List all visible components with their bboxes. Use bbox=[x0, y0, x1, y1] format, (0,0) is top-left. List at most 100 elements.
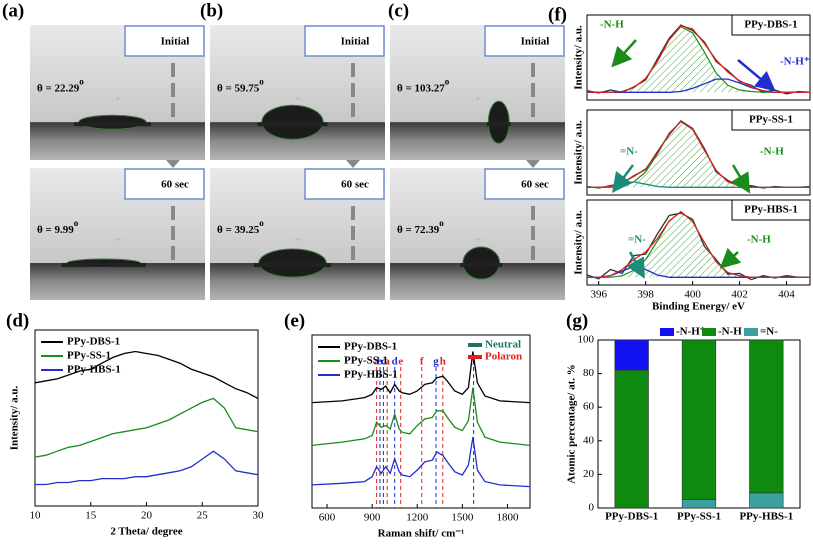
panel-label: (c) bbox=[388, 0, 409, 21]
annotation-arrow bbox=[719, 247, 742, 269]
droplet-base bbox=[486, 122, 511, 127]
series-line bbox=[34, 350, 259, 399]
angle-value: θ = 22.29 bbox=[37, 82, 80, 94]
legend-label: =N- bbox=[760, 326, 778, 338]
substrate bbox=[390, 122, 565, 160]
series-line bbox=[35, 450, 259, 486]
annotation-arrow bbox=[626, 251, 645, 279]
legend-swatch bbox=[468, 355, 482, 359]
x-tick-label: 398 bbox=[637, 289, 654, 301]
legend-label: -N-H⁺ bbox=[676, 326, 706, 338]
y-tick-label: 80 bbox=[583, 367, 595, 379]
peak-label: i bbox=[472, 356, 475, 368]
peak-label: b bbox=[377, 356, 383, 368]
down-arrow bbox=[346, 160, 360, 168]
annotation-arrow bbox=[737, 59, 776, 92]
substrate bbox=[30, 263, 205, 300]
tag: Initial bbox=[161, 36, 190, 48]
y-axis-label: Intensity/ a.u. bbox=[573, 120, 585, 185]
x-axis-label: 2 Theta/ degree bbox=[110, 526, 182, 538]
sample-box bbox=[731, 109, 811, 131]
x-tick-label: 10 bbox=[30, 510, 42, 522]
angle-value: θ = 39.25 bbox=[217, 224, 260, 236]
angle-value: θ = 72.39 bbox=[397, 224, 440, 236]
peak-fill bbox=[587, 211, 810, 278]
angle-value: θ = 59.75 bbox=[217, 82, 260, 94]
legend-swatch bbox=[468, 343, 482, 347]
droplet-base bbox=[257, 122, 328, 127]
x-tick-label: 20 bbox=[141, 510, 153, 522]
x-tick-label: 900 bbox=[364, 512, 381, 524]
peak-label: e bbox=[398, 356, 403, 368]
panel-label: (e) bbox=[284, 310, 305, 331]
y-tick-label: 100 bbox=[578, 334, 595, 346]
x-tick-label: 1200 bbox=[406, 512, 429, 524]
x-tick-label: 402 bbox=[731, 289, 748, 301]
angle-unit: o bbox=[74, 218, 79, 228]
x-tick-label: 25 bbox=[197, 510, 209, 522]
panel-label: (d) bbox=[6, 310, 29, 331]
annotation: -N-H bbox=[747, 234, 771, 246]
tag: 60 sec bbox=[341, 179, 369, 191]
peak-label: d bbox=[392, 356, 398, 368]
angle-unit: o bbox=[259, 77, 264, 87]
tag-box bbox=[124, 25, 205, 57]
contact-angle: θ = 9.99o bbox=[37, 218, 79, 235]
series-line bbox=[311, 437, 531, 488]
legend-label: PPy-DBS-1 bbox=[67, 336, 120, 348]
legend-swatch bbox=[702, 328, 716, 336]
annotation: -N-H⁺ bbox=[780, 56, 810, 68]
crosshair: + bbox=[475, 234, 481, 246]
x-tick-label: 15 bbox=[85, 510, 97, 522]
x-tick-label: PPy-DBS-1 bbox=[605, 511, 658, 523]
crosshair: + bbox=[295, 234, 301, 246]
y-axis-label: Intensity/ a.u. bbox=[573, 210, 585, 275]
annotation-arrow bbox=[612, 164, 634, 193]
droplet-base bbox=[460, 263, 503, 268]
legend-label: -N-H bbox=[718, 326, 742, 338]
crosshair: + bbox=[115, 93, 121, 105]
x-tick-label: 600 bbox=[319, 512, 336, 524]
x-tick-label: 400 bbox=[684, 289, 701, 301]
annotation: =N- bbox=[620, 146, 638, 158]
series-line bbox=[587, 25, 810, 93]
down-arrow bbox=[166, 160, 180, 168]
y-tick-label: 20 bbox=[583, 468, 595, 480]
legend-label: PPy-HBS-1 bbox=[344, 369, 398, 381]
y-axis-label: Atomic percentage/ at. % bbox=[566, 364, 578, 484]
series-line bbox=[311, 387, 531, 447]
down-arrow bbox=[526, 160, 540, 168]
sample-name: PPy-SS-1 bbox=[749, 114, 793, 126]
tag: 60 sec bbox=[521, 179, 549, 191]
bar-segment bbox=[749, 339, 784, 494]
peak-fill bbox=[587, 121, 810, 188]
tag-box bbox=[484, 25, 565, 57]
peak-label: a bbox=[384, 356, 390, 368]
contact-angle: θ = 103.27o bbox=[397, 77, 450, 94]
x-tick-label: 1800 bbox=[496, 512, 519, 524]
series-line bbox=[587, 210, 810, 278]
x-axis-label: Raman shift/ cm⁻¹ bbox=[378, 528, 465, 540]
bar-segment bbox=[614, 369, 649, 509]
tag-box bbox=[124, 168, 205, 200]
sample-name: PPy-HBS-1 bbox=[744, 204, 798, 216]
x-tick-label: 396 bbox=[590, 289, 607, 301]
legend-label: PPy-SS-1 bbox=[67, 350, 111, 362]
y-tick-label: 60 bbox=[583, 401, 595, 413]
angle-value: θ = 103.27 bbox=[397, 82, 445, 94]
crosshair: + bbox=[475, 93, 481, 105]
annotation-arrow bbox=[731, 164, 751, 194]
annotation: =N- bbox=[628, 234, 646, 246]
droplet-base bbox=[74, 122, 151, 127]
droplet-base bbox=[61, 263, 146, 268]
x-tick-label: PPy-SS-1 bbox=[677, 511, 721, 523]
tag-box bbox=[484, 168, 565, 200]
peak-label: h bbox=[440, 356, 446, 368]
peak-fill bbox=[587, 26, 810, 93]
angle-unit: o bbox=[79, 77, 84, 87]
x-tick-label: PPy-HBS-1 bbox=[739, 511, 793, 523]
panel-label: (f) bbox=[548, 4, 567, 25]
bar-segment bbox=[681, 339, 717, 500]
crosshair: + bbox=[295, 93, 301, 105]
